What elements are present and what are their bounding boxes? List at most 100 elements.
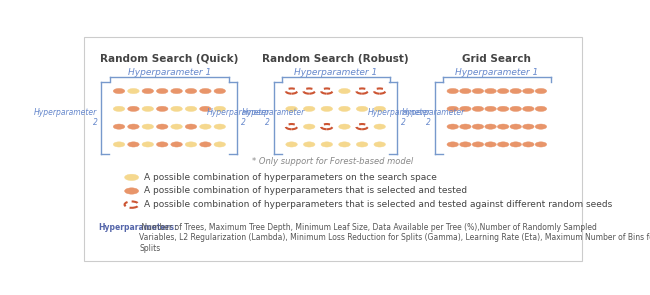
Circle shape	[157, 142, 168, 147]
Circle shape	[304, 142, 315, 147]
Circle shape	[113, 88, 125, 94]
Circle shape	[286, 124, 297, 129]
Circle shape	[485, 124, 497, 129]
Circle shape	[127, 142, 139, 147]
Circle shape	[321, 106, 333, 112]
Text: Hyperparameters:: Hyperparameters:	[98, 223, 177, 232]
Circle shape	[472, 142, 484, 147]
Circle shape	[523, 106, 534, 112]
Circle shape	[339, 124, 350, 129]
Circle shape	[185, 88, 197, 94]
Circle shape	[171, 142, 183, 147]
Circle shape	[321, 124, 333, 129]
Circle shape	[286, 142, 297, 147]
Text: Hyperparameter
2: Hyperparameter 2	[207, 108, 270, 127]
Circle shape	[185, 142, 197, 147]
Circle shape	[127, 88, 139, 94]
Circle shape	[214, 106, 226, 112]
Circle shape	[185, 106, 197, 112]
Circle shape	[113, 124, 125, 129]
Circle shape	[171, 88, 183, 94]
Circle shape	[523, 124, 534, 129]
Circle shape	[214, 88, 226, 94]
Circle shape	[485, 106, 497, 112]
Circle shape	[485, 88, 497, 94]
FancyBboxPatch shape	[84, 37, 582, 261]
Circle shape	[460, 106, 471, 112]
Circle shape	[447, 142, 458, 147]
Circle shape	[127, 106, 139, 112]
Circle shape	[510, 88, 521, 94]
Circle shape	[447, 124, 458, 129]
Circle shape	[286, 88, 297, 94]
Circle shape	[535, 88, 547, 94]
Circle shape	[157, 88, 168, 94]
Circle shape	[200, 88, 211, 94]
Circle shape	[125, 201, 138, 208]
Circle shape	[286, 106, 297, 112]
Text: Hyperparameter
2: Hyperparameter 2	[402, 108, 465, 127]
Circle shape	[339, 142, 350, 147]
Circle shape	[185, 124, 197, 129]
Text: Hyperparameter 1: Hyperparameter 1	[128, 68, 211, 77]
Circle shape	[447, 88, 458, 94]
Circle shape	[447, 106, 458, 112]
Circle shape	[472, 106, 484, 112]
Circle shape	[125, 174, 138, 181]
Circle shape	[510, 124, 521, 129]
Circle shape	[497, 88, 509, 94]
Circle shape	[497, 106, 509, 112]
Circle shape	[113, 142, 125, 147]
Text: Hyperparameter 1: Hyperparameter 1	[294, 68, 377, 77]
Circle shape	[523, 142, 534, 147]
Circle shape	[510, 142, 521, 147]
Text: Random Search (Robust): Random Search (Robust)	[263, 54, 409, 64]
Text: Random Search (Quick): Random Search (Quick)	[100, 54, 239, 64]
Circle shape	[356, 106, 368, 112]
Circle shape	[157, 106, 168, 112]
Circle shape	[125, 188, 138, 194]
Circle shape	[113, 106, 125, 112]
Circle shape	[535, 106, 547, 112]
Circle shape	[127, 124, 139, 129]
Circle shape	[356, 124, 368, 129]
Circle shape	[214, 124, 226, 129]
Circle shape	[356, 142, 368, 147]
Circle shape	[171, 106, 183, 112]
Text: Hyperparameter
2: Hyperparameter 2	[241, 108, 305, 127]
Circle shape	[304, 124, 315, 129]
Circle shape	[460, 124, 471, 129]
Circle shape	[142, 124, 153, 129]
Circle shape	[304, 88, 315, 94]
Circle shape	[460, 142, 471, 147]
Circle shape	[374, 88, 385, 94]
Text: * Only support for Forest-based model: * Only support for Forest-based model	[252, 157, 414, 166]
Circle shape	[321, 88, 333, 94]
Circle shape	[535, 142, 547, 147]
Circle shape	[339, 106, 350, 112]
Text: Hyperparameter
2: Hyperparameter 2	[34, 108, 98, 127]
Circle shape	[535, 124, 547, 129]
Circle shape	[321, 142, 333, 147]
Circle shape	[460, 88, 471, 94]
Text: Number of Trees, Maximum Tree Depth, Minimum Leaf Size, Data Available per Tree : Number of Trees, Maximum Tree Depth, Min…	[139, 223, 650, 253]
Circle shape	[523, 88, 534, 94]
Text: A possible combination of hyperparameters on the search space: A possible combination of hyperparameter…	[144, 173, 437, 182]
Circle shape	[374, 106, 385, 112]
Circle shape	[200, 124, 211, 129]
Circle shape	[214, 142, 226, 147]
Text: Hyperparameter 1: Hyperparameter 1	[455, 68, 538, 77]
Text: A possible combination of hyperparameters that is selected and tested: A possible combination of hyperparameter…	[144, 186, 467, 196]
Circle shape	[472, 124, 484, 129]
Circle shape	[142, 88, 153, 94]
Circle shape	[497, 124, 509, 129]
Circle shape	[339, 88, 350, 94]
Text: Hyperparameter
2: Hyperparameter 2	[368, 108, 431, 127]
Circle shape	[497, 142, 509, 147]
Circle shape	[472, 88, 484, 94]
Circle shape	[200, 142, 211, 147]
Circle shape	[171, 124, 183, 129]
Circle shape	[374, 142, 385, 147]
Circle shape	[485, 142, 497, 147]
Text: A possible combination of hyperparameters that is selected and tested against di: A possible combination of hyperparameter…	[144, 200, 612, 209]
